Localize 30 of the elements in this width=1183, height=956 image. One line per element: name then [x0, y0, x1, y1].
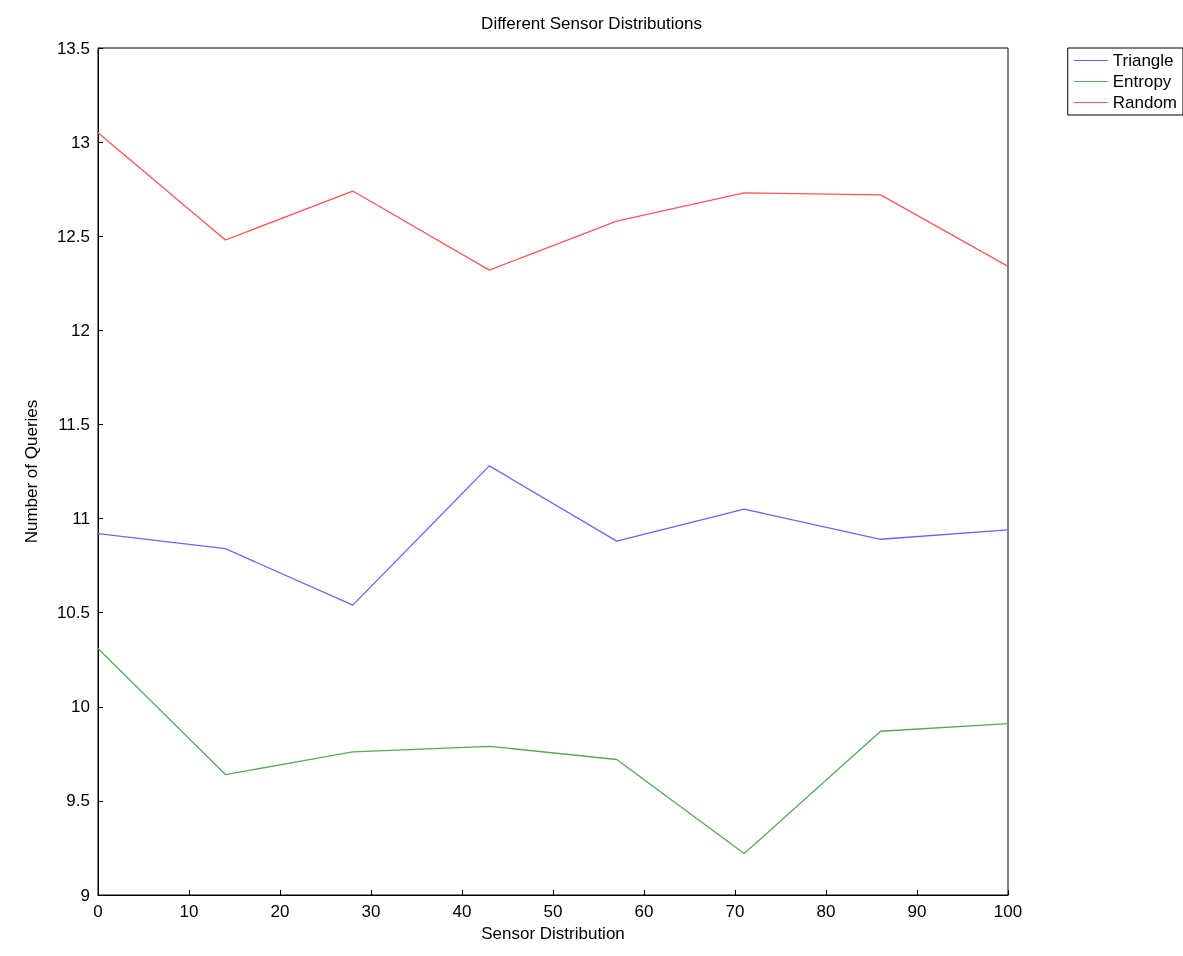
y-tick-label: 9.5: [66, 791, 90, 811]
x-tick-label: 30: [361, 902, 381, 921]
legend-label: Entropy: [1112, 72, 1172, 91]
y-tick-label: 12: [71, 320, 90, 340]
x-axis-title: Sensor Distribution: [481, 924, 625, 943]
y-axis-title: Number of Queries: [22, 399, 41, 544]
line-series: [97, 132, 1009, 271]
x-tick-label: 80: [816, 902, 836, 921]
legend-label: Triangle: [1112, 51, 1174, 70]
line-series: [97, 647, 1009, 855]
line-series: [97, 465, 1009, 606]
x-tick-label: 60: [634, 902, 654, 921]
x-tick-label: 70: [725, 902, 745, 921]
chart-title: Different Sensor Distributions: [481, 14, 702, 33]
x-tick-label: 10: [179, 902, 199, 921]
y-tick-label: 9: [80, 885, 90, 905]
y-tick-label: 13.5: [56, 38, 90, 58]
x-tick-label: 100: [993, 902, 1023, 921]
x-tick-label: 0: [93, 902, 103, 921]
x-tick-label: 20: [270, 902, 290, 921]
y-tick-label: 10.5: [56, 603, 90, 623]
x-tick-label: 50: [543, 902, 563, 921]
y-tick-label: 10: [71, 697, 90, 717]
x-tick-label: 90: [907, 902, 927, 921]
y-tick-label: 11.5: [58, 414, 90, 434]
legend-label: Random: [1112, 93, 1178, 112]
x-tick-label: 40: [452, 902, 472, 921]
y-tick-label: 12.5: [56, 226, 90, 246]
y-tick-label: 13: [71, 132, 90, 152]
y-tick-label: 11: [72, 509, 90, 529]
